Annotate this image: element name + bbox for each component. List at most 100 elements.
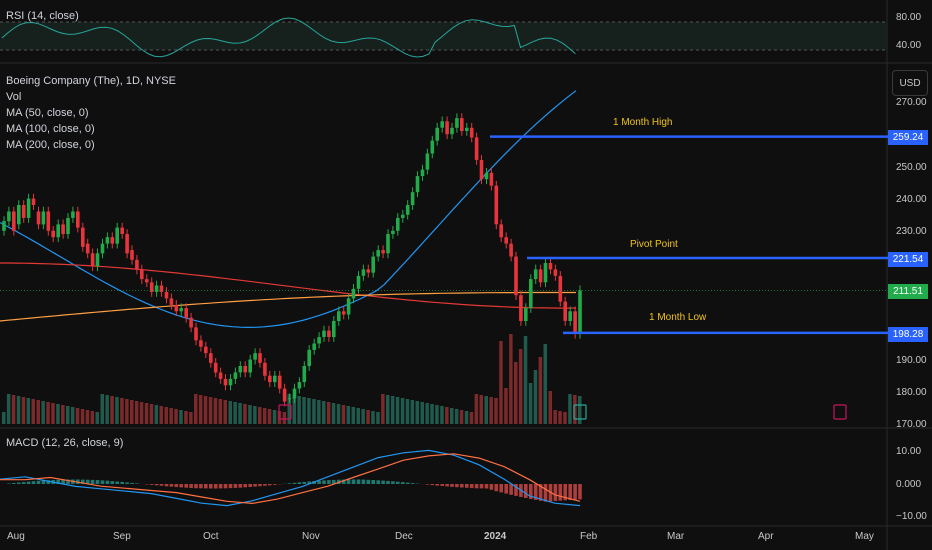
volume-bar	[450, 408, 454, 424]
candle-body	[282, 388, 287, 402]
volume-bar	[169, 408, 173, 424]
candle-body	[479, 160, 484, 180]
candle-body	[361, 269, 366, 276]
volume-label[interactable]: Vol	[6, 91, 22, 103]
candle-body	[415, 176, 420, 193]
candle-body	[56, 224, 60, 238]
annotation-month-low: 1 Month Low	[649, 312, 707, 323]
macd-histogram-bar	[194, 484, 198, 489]
macd-histogram-bar	[149, 484, 154, 485]
volume-bar	[51, 403, 55, 424]
rsi-level-40: 40.00	[896, 40, 922, 51]
volume-bar	[238, 403, 242, 424]
macd-histogram-bar	[307, 481, 311, 484]
volume-bar	[376, 412, 380, 424]
x-label-mar: Mar	[667, 531, 685, 542]
ma200-label[interactable]: MA (200, close, 0)	[6, 139, 95, 151]
candle-body	[410, 192, 415, 206]
macd-histogram-bar	[41, 480, 46, 484]
macd-histogram-bar	[405, 482, 410, 484]
candle-body	[430, 140, 435, 154]
y-tick-270: 270.00	[896, 97, 927, 108]
volume-bar	[26, 398, 31, 424]
y-tick-180: 180.00	[896, 387, 927, 398]
candle-body	[149, 282, 154, 292]
macd-histogram-bar	[268, 484, 272, 486]
macd-label[interactable]: MACD (12, 26, close, 9)	[6, 437, 124, 449]
volume-bar	[322, 401, 326, 424]
macd-histogram-bar	[85, 479, 90, 484]
earnings-icon	[833, 404, 847, 420]
volume-bar	[509, 334, 513, 424]
rsi-label: RSI (14, close)	[6, 10, 79, 22]
candle-body	[248, 359, 252, 373]
macd-histogram-bar	[17, 482, 21, 484]
candle-body	[105, 237, 110, 244]
volume-bar	[553, 410, 557, 424]
macd-histogram-bar	[489, 484, 494, 490]
candle-body	[228, 378, 233, 386]
symbol-title[interactable]: Boeing Company (The), 1D, NYSE	[6, 75, 176, 87]
volume-bar	[307, 398, 311, 424]
macd-histogram-bar	[169, 484, 174, 487]
macd-histogram-bar	[322, 480, 326, 484]
volume-bar	[312, 399, 316, 424]
macd-histogram-bar	[233, 484, 238, 488]
candle-body	[145, 279, 149, 283]
volume-bar	[578, 396, 582, 424]
volume-bar	[272, 410, 277, 424]
volume-bar	[95, 412, 99, 424]
volume-bar	[474, 394, 479, 424]
candle-body	[519, 295, 523, 321]
volume-bar	[100, 394, 104, 424]
ma50-label[interactable]: MA (50, close, 0)	[6, 107, 89, 119]
volume-bar	[548, 391, 552, 424]
macd-histogram-bar	[529, 484, 533, 499]
candle-body	[317, 337, 321, 344]
candle-body	[578, 290, 582, 334]
candle-body	[159, 285, 164, 292]
candle-body	[405, 205, 410, 215]
candle-body	[273, 375, 277, 383]
macd-tick-10: 10.00	[896, 446, 922, 457]
candle-body	[529, 279, 533, 309]
volume-bar	[198, 395, 203, 424]
volume-bar	[218, 399, 223, 424]
macd-histogram-bar	[243, 484, 247, 488]
candle-body	[302, 366, 307, 383]
volume-bar	[415, 401, 419, 424]
volume-bar	[11, 395, 16, 424]
candle-body	[337, 311, 341, 321]
candle-body	[445, 121, 449, 135]
volume-bar	[351, 407, 355, 424]
macd-histogram-bar	[199, 484, 203, 489]
macd-histogram-bar	[248, 484, 252, 487]
macd-histogram-bar	[130, 482, 134, 484]
candle-body	[455, 118, 459, 128]
currency-button[interactable]: USD	[892, 70, 928, 96]
candle-body	[71, 211, 75, 218]
macd-histogram-bar	[273, 484, 277, 485]
candle-body	[26, 198, 31, 218]
x-label-2024: 2024	[484, 531, 507, 542]
volume-bar	[61, 405, 65, 424]
candle-body	[135, 259, 139, 270]
tag-month-high: 259.24	[888, 130, 928, 145]
volume-bar	[208, 397, 213, 424]
candle-body	[277, 375, 282, 389]
macd-histogram-bar	[361, 479, 366, 484]
candle-body	[238, 366, 243, 373]
candle-body	[504, 237, 508, 244]
volume-bar	[90, 411, 95, 424]
x-label-dec: Dec	[395, 531, 413, 542]
macd-histogram-bar	[351, 479, 356, 484]
volume-bar	[454, 409, 459, 424]
macd-histogram-bar	[341, 479, 346, 484]
x-label-may: May	[855, 531, 874, 542]
macd-histogram-bar	[455, 484, 459, 488]
volume-bar	[154, 405, 159, 424]
y-tick-240: 240.00	[896, 194, 927, 205]
volume-bar	[21, 397, 26, 424]
macd-histogram-bar	[445, 484, 449, 487]
ma100-label[interactable]: MA (100, close, 0)	[6, 123, 95, 135]
